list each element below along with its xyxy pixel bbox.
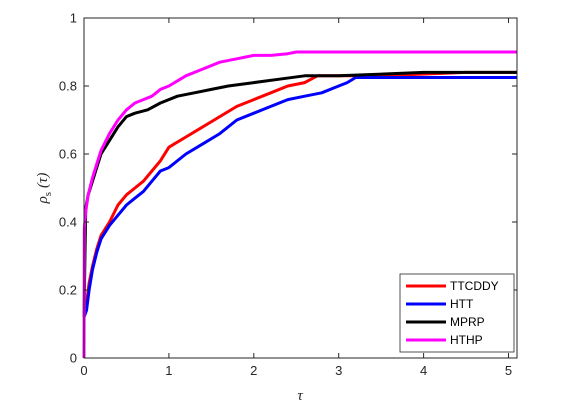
legend: TTCDDY HTT MPRP HTHP [399,273,515,353]
legend-label-hthp: HTHP [450,333,483,347]
y-tick-label: 0.6 [59,147,77,162]
plot-frame [83,17,518,359]
x-tick-label: 1 [165,363,172,378]
y-axis-label-sub: s [42,192,54,196]
y-axis: 0 0.2 0.4 0.6 0.8 1 [59,11,517,366]
legend-label-ttcddy: TTCDDY [450,279,499,293]
y-tick-label: 1 [70,11,77,26]
y-tick-label: 0.2 [59,283,77,298]
x-tick-label: 4 [420,363,427,378]
series-layer [82,50,517,359]
x-axis-label: τ [297,388,303,404]
x-tick-label: 3 [335,363,342,378]
y-tick-label: 0 [70,351,77,366]
y-axis-label-arg: (τ) [35,173,51,188]
legend-label-htt: HTT [450,297,474,311]
x-tick-label: 0 [80,363,87,378]
series-line-htt [82,76,517,318]
y-axis-label: ρs (τ) [35,173,54,205]
y-tick-label: 0.4 [59,215,77,230]
series-line-hthp [82,50,517,359]
x-tick-label: 2 [250,363,257,378]
y-tick-label: 0.8 [59,79,77,94]
x-tick-label: 5 [505,363,512,378]
x-axis: 0 1 2 3 4 5 [80,18,512,378]
y-axis-label-rho: ρ [35,196,51,204]
legend-label-mprp: MPRP [450,315,485,329]
